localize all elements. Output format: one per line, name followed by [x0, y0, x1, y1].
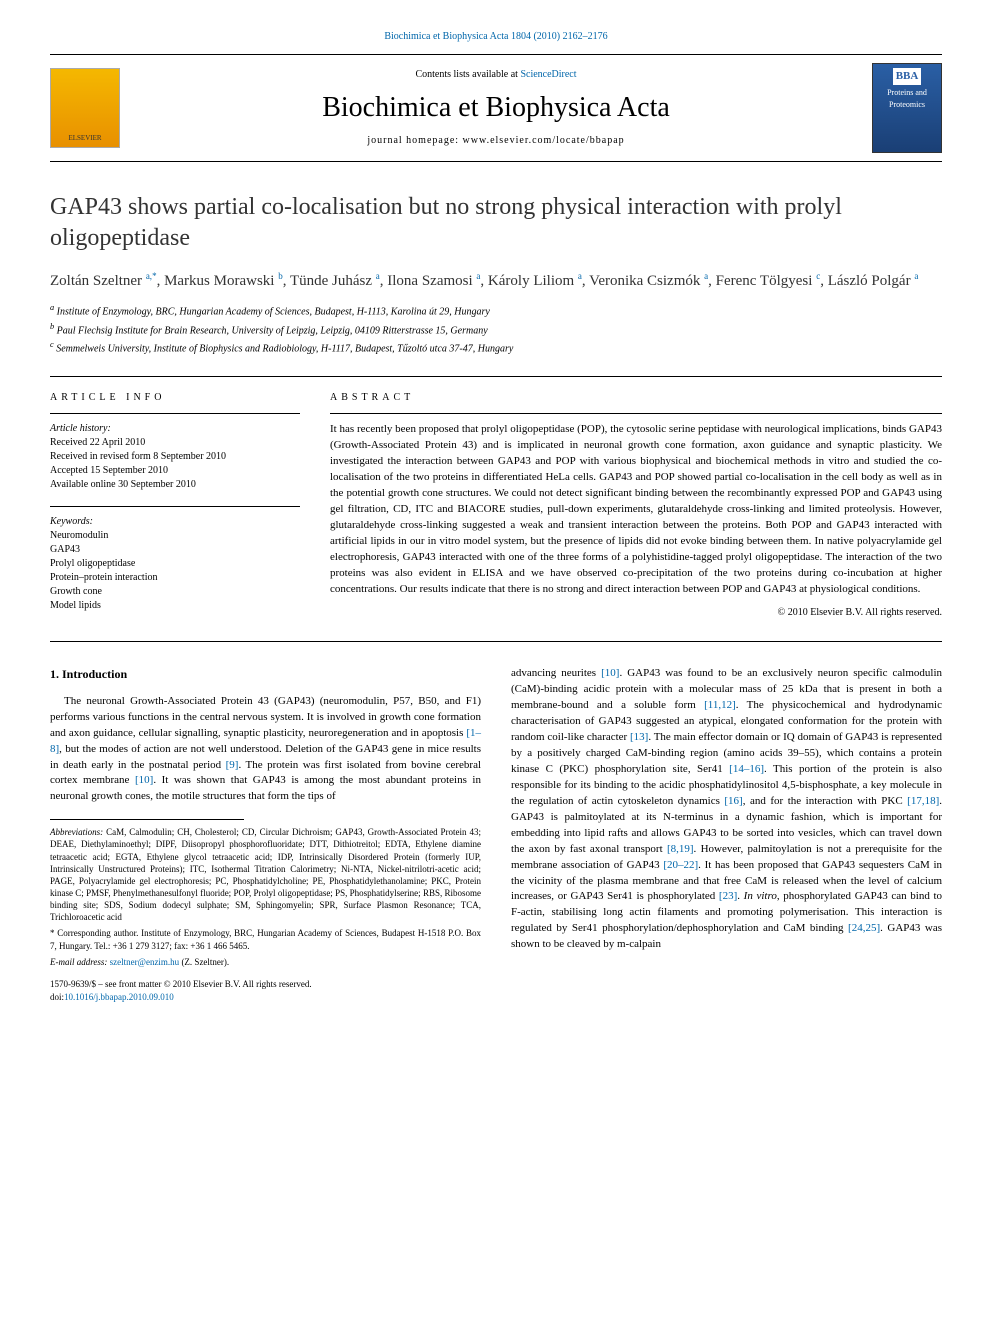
ref-link[interactable]: [23] — [719, 890, 737, 902]
article-info-column: ARTICLE INFO Article history: Received 2… — [50, 391, 300, 627]
ref-link[interactable]: [1–8] — [50, 727, 481, 755]
contents-line: Contents lists available at ScienceDirec… — [120, 68, 872, 82]
ref-link[interactable]: [17,18] — [907, 795, 939, 807]
affil-sup[interactable]: a — [704, 271, 708, 281]
issn-doi-block: 1570-9639/$ – see front matter © 2010 El… — [50, 978, 481, 1004]
history-item: Accepted 15 September 2010 — [50, 464, 300, 478]
affiliations: a Institute of Enzymology, BRC, Hungaria… — [50, 302, 942, 356]
keyword: GAP43 — [50, 543, 300, 557]
body-paragraph: advancing neurites [10]. GAP43 was found… — [511, 666, 942, 953]
ref-link[interactable]: [10] — [601, 667, 619, 679]
ref-link[interactable]: [16] — [724, 795, 742, 807]
article-title: GAP43 shows partial co-localisation but … — [50, 192, 942, 254]
right-column: advancing neurites [10]. GAP43 was found… — [511, 666, 942, 1004]
affil-sup[interactable]: b — [278, 271, 283, 281]
cover-subtitle: Proteins and Proteomics — [887, 88, 927, 108]
email-link[interactable]: szeltner@enzim.hu — [110, 957, 180, 967]
body-columns: 1. Introduction The neuronal Growth-Asso… — [50, 666, 942, 1004]
issn-line: 1570-9639/$ – see front matter © 2010 El… — [50, 978, 481, 991]
contents-prefix: Contents lists available at — [415, 69, 520, 80]
doi-link[interactable]: 10.1016/j.bbapap.2010.09.010 — [64, 992, 174, 1002]
affil-sup[interactable]: a — [376, 271, 380, 281]
corresp-sup[interactable]: * — [152, 271, 157, 281]
keywords-label: Keywords: — [50, 515, 300, 529]
affiliation-text: Semmelweis University, Institute of Biop… — [56, 343, 513, 354]
cover-bba-label: BBA — [893, 68, 922, 85]
affiliation-text: Paul Flechsig Institute for Brain Resear… — [57, 325, 488, 336]
article-history: Article history: Received 22 April 2010 … — [50, 422, 300, 492]
affiliation-a: a Institute of Enzymology, BRC, Hungaria… — [50, 302, 942, 319]
affiliation-c: c Semmelweis University, Institute of Bi… — [50, 339, 942, 356]
keyword: Neuromodulin — [50, 529, 300, 543]
left-column: 1. Introduction The neuronal Growth-Asso… — [50, 666, 481, 1004]
article-info-heading: ARTICLE INFO — [50, 391, 300, 405]
abstract-column: ABSTRACT It has recently been proposed t… — [330, 391, 942, 627]
ref-link[interactable]: [14–16] — [729, 763, 764, 775]
footnote-divider — [50, 819, 244, 820]
author-list: Zoltán Szeltner a,*, Markus Morawski b, … — [50, 270, 942, 292]
running-header: Biochimica et Biophysica Acta 1804 (2010… — [50, 30, 942, 44]
corresponding-footnote: * Corresponding author. Institute of Enz… — [50, 927, 481, 951]
keyword: Model lipids — [50, 599, 300, 613]
keywords-section: Keywords: Neuromodulin GAP43 Prolyl olig… — [50, 515, 300, 613]
keyword: Protein–protein interaction — [50, 571, 300, 585]
intro-paragraph: The neuronal Growth-Associated Protein 4… — [50, 694, 481, 806]
journal-homepage: journal homepage: www.elsevier.com/locat… — [120, 134, 872, 148]
email-label: E-mail address: — [50, 957, 110, 967]
affiliation-b: b Paul Flechsig Institute for Brain Rese… — [50, 321, 942, 338]
ref-link[interactable]: [20–22] — [663, 859, 698, 871]
header-center: Contents lists available at ScienceDirec… — [120, 68, 872, 147]
history-item: Received 22 April 2010 — [50, 436, 300, 450]
keyword: Prolyl oligopeptidase — [50, 557, 300, 571]
ref-link[interactable]: [13] — [630, 731, 648, 743]
history-label: Article history: — [50, 422, 300, 436]
running-header-link[interactable]: Biochimica et Biophysica Acta 1804 (2010… — [384, 31, 607, 42]
abstract-text: It has recently been proposed that proly… — [330, 422, 942, 597]
intro-heading: 1. Introduction — [50, 666, 481, 683]
elsevier-logo-label: ELSEVIER — [68, 134, 101, 144]
abbrev-label: Abbreviations: — [50, 827, 103, 837]
meta-abstract-row: ARTICLE INFO Article history: Received 2… — [50, 376, 942, 642]
history-item: Received in revised form 8 September 201… — [50, 450, 300, 464]
sciencedirect-link[interactable]: ScienceDirect — [520, 69, 576, 80]
keyword: Growth cone — [50, 585, 300, 599]
abstract-copyright: © 2010 Elsevier B.V. All rights reserved… — [330, 606, 942, 620]
abbrev-text: CaM, Calmodulin; CH, Cholesterol; CD, Ci… — [50, 827, 481, 922]
doi-prefix: doi: — [50, 992, 64, 1002]
affil-sup[interactable]: a — [476, 271, 480, 281]
affil-sup[interactable]: c — [816, 271, 820, 281]
elsevier-logo: ELSEVIER — [50, 68, 120, 148]
ref-link[interactable]: [8,19] — [667, 843, 694, 855]
email-footnote: E-mail address: szeltner@enzim.hu (Z. Sz… — [50, 956, 481, 968]
journal-name: Biochimica et Biophysica Acta — [120, 88, 872, 127]
corresp-text: Corresponding author. Institute of Enzym… — [50, 928, 481, 950]
journal-header: ELSEVIER Contents lists available at Sci… — [50, 54, 942, 162]
ref-link[interactable]: [10] — [135, 774, 153, 786]
history-item: Available online 30 September 2010 — [50, 478, 300, 492]
abstract-heading: ABSTRACT — [330, 391, 942, 405]
ref-link[interactable]: [9] — [226, 759, 239, 771]
affiliation-text: Institute of Enzymology, BRC, Hungarian … — [57, 307, 490, 318]
ref-link[interactable]: [11,12] — [704, 699, 736, 711]
affil-sup[interactable]: a — [914, 271, 918, 281]
journal-cover-thumb: BBA Proteins and Proteomics — [872, 63, 942, 153]
affil-sup[interactable]: a — [578, 271, 582, 281]
ref-link[interactable]: [24,25] — [848, 922, 880, 934]
footnotes: Abbreviations: CaM, Calmodulin; CH, Chol… — [50, 826, 481, 968]
abbreviations-footnote: Abbreviations: CaM, Calmodulin; CH, Chol… — [50, 826, 481, 923]
email-suffix: (Z. Szeltner). — [179, 957, 229, 967]
